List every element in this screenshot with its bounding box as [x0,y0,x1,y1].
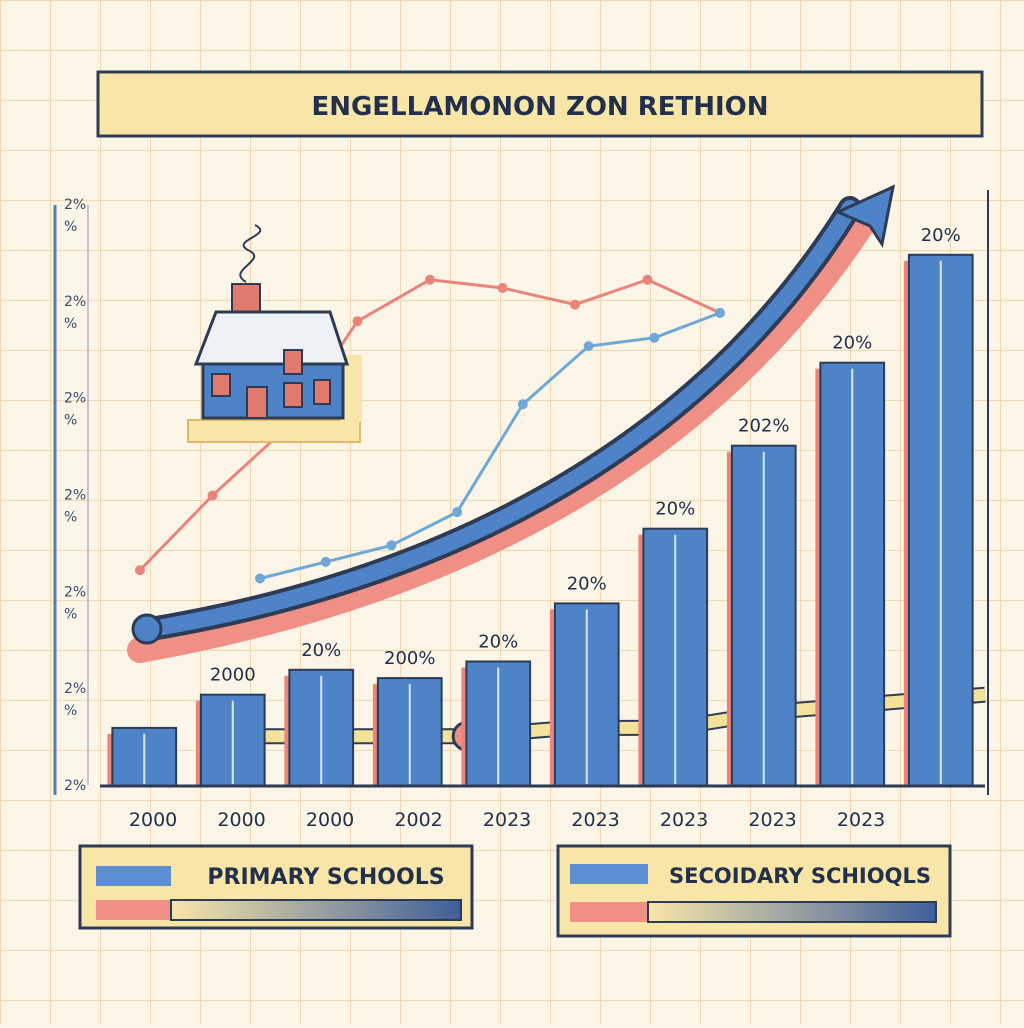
y-tick-label: 2% [64,778,86,794]
x-tick-label: 2023 [571,809,619,831]
overlay-line [259,311,721,580]
bar-value-label: 20% [921,225,961,246]
legend-secondary-swatch-red [570,902,648,922]
bar-value-label: 20% [832,333,872,354]
bar-labels: 2000 20% 200% 20% 20% 20% 202% 20% 20% [210,225,961,686]
overlay-point [642,274,653,285]
y-axis-ticks: 2% 2% % 2% % 2% % 2% % 2% % 2%% [64,197,86,794]
x-axis-ticks: 2000 2000 2000 2002 2023 2023 2023 2023 2023 [129,809,885,831]
x-tick-label: 2023 [748,809,796,831]
x-tick-label: 2023 [660,809,708,831]
overlay-point [570,299,580,310]
overlay-point [255,573,265,584]
y-tick-label: 2%% [64,584,86,622]
overlay-point [386,540,397,551]
overlay-point [452,507,463,518]
bar-value-label: 20% [567,573,607,594]
legend-primary-label: PRIMARY SCHOOLS [207,865,444,890]
bar-value-label: 202% [738,416,789,437]
x-tick-label: 2000 [306,809,354,831]
legend-primary-swatch-red [96,900,171,920]
x-tick-label: 2023 [837,809,885,831]
overlay-point [715,307,725,318]
y-tick-label: 2%% [64,197,86,235]
overlay-point [320,556,331,567]
overlay-point [352,316,363,327]
legend-secondary: SECOIDARY SCHIOQLS [556,844,952,938]
overlay-point [497,283,508,293]
y-tick-label: 2%% [64,488,86,526]
bar-series [107,253,974,788]
bar-value-label: 2000 [210,665,256,686]
x-tick-label: 2023 [483,809,531,831]
x-tick-label: 2002 [394,809,442,831]
overlay-point [425,274,435,285]
house-icon [187,224,362,443]
y-tick-label: 2%% [64,294,86,332]
bar-value-label: 20% [478,632,518,653]
legend-secondary-swatch-blue [570,864,648,884]
chart-title: ENGELLAMONON ZON RETHION [311,92,768,122]
bar-value-label: 200% [384,648,435,669]
bar-value-label: 20% [655,499,695,520]
overlay-point [135,565,145,576]
title-banner: ENGELLAMONON ZON RETHION [96,70,984,138]
trend-arrow-icon [127,184,896,663]
y-tick-label: 2%% [64,391,86,429]
legend-secondary-label: SECOIDARY SCHIOQLS [669,864,931,888]
y-tick-label: 2%% [64,681,86,719]
bar-value-label: 20% [301,640,341,661]
overlay-point [649,332,660,343]
legend-primary: PRIMARY SCHOOLS [78,844,474,930]
overlay-point [517,399,528,410]
plot-frame [53,190,989,795]
overlay-point [583,341,594,352]
x-tick-label: 2000 [129,809,177,831]
overlay-point [207,490,218,501]
x-tick-label: 2000 [217,809,265,831]
legend-primary-swatch-blue [96,866,171,886]
